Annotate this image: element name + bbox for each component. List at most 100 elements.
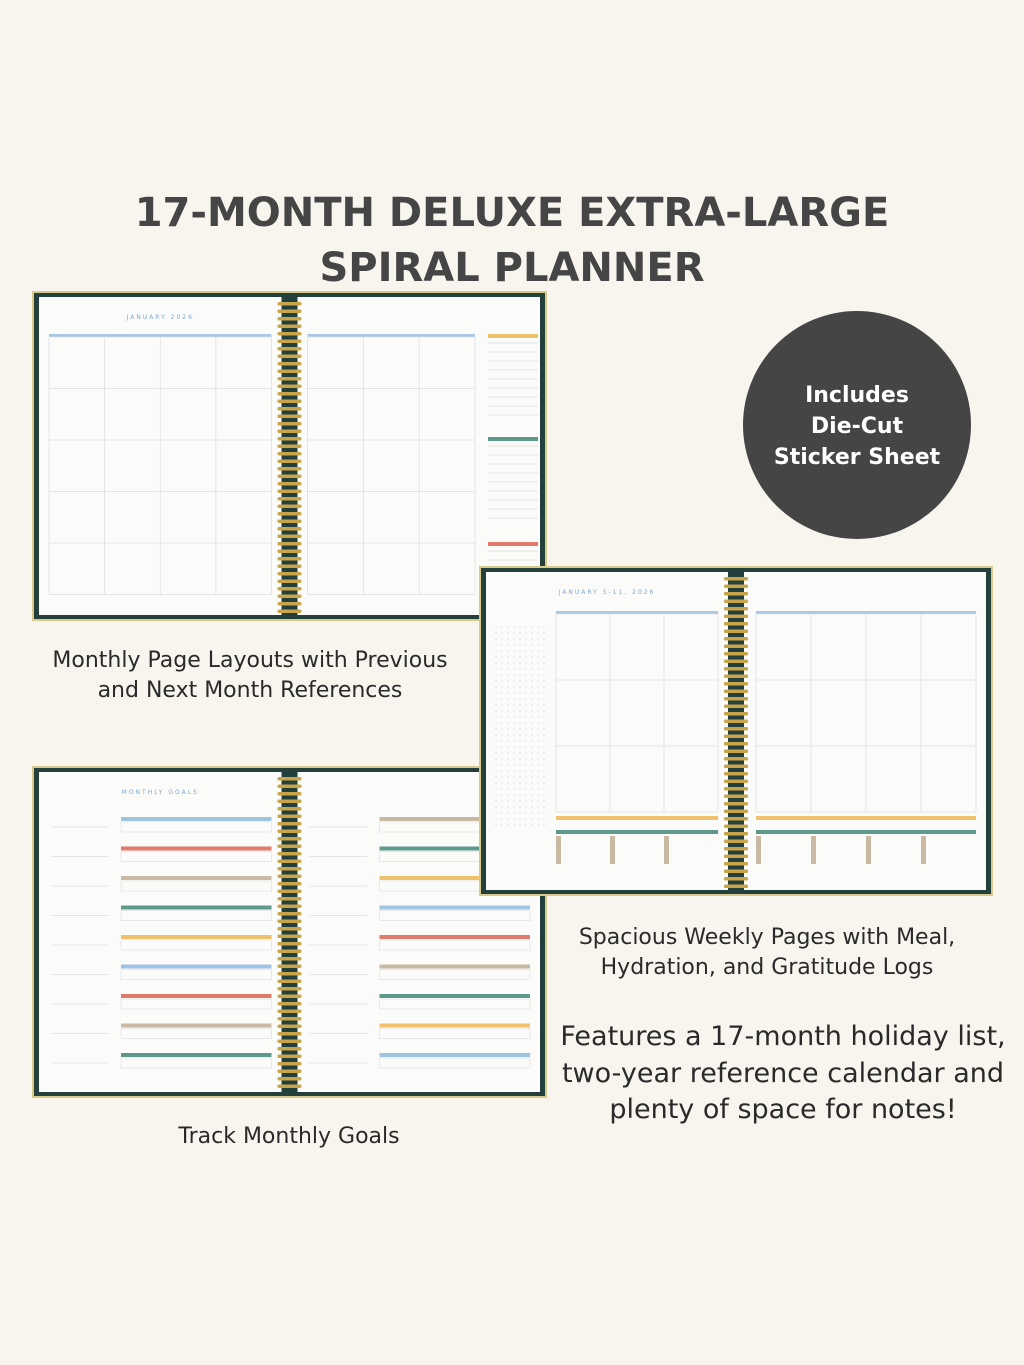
spiral-ring (277, 1047, 302, 1051)
dot-grid (513, 674, 515, 676)
dot-grid (513, 764, 515, 766)
caption: Monthly Page Layouts with Previous (52, 648, 447, 673)
spiral-ring (724, 629, 748, 633)
spiral-ring (277, 1077, 302, 1081)
dot-grid (495, 800, 497, 802)
dot-grid (531, 794, 533, 796)
spiral-ring (277, 874, 302, 878)
dot-grid (495, 818, 497, 820)
dot-grid (519, 800, 521, 802)
dot-grid (495, 794, 497, 796)
spiral-ring (724, 659, 748, 663)
dot-grid (507, 740, 509, 742)
spiral-ring (277, 309, 302, 313)
dot-grid (507, 818, 509, 820)
spiral-ring (724, 809, 748, 813)
spiral-ring (277, 904, 302, 908)
spiral-ring (277, 384, 302, 388)
spiral-ring (277, 882, 302, 886)
tracker-bar (121, 846, 272, 851)
dot-grid (519, 770, 521, 772)
dot-grid (531, 758, 533, 760)
dot-grid (501, 788, 503, 790)
dot-grid (495, 776, 497, 778)
dot-grid (513, 656, 515, 658)
dot-grid (525, 794, 527, 796)
dot-grid (525, 662, 527, 664)
feature-text: plenty of space for notes! (609, 1094, 956, 1125)
dot-grid (495, 734, 497, 736)
spiral-ring (277, 1062, 302, 1066)
dot-grid (501, 794, 503, 796)
dot-grid (531, 818, 533, 820)
dot-grid (531, 644, 533, 646)
section-bar (488, 334, 538, 338)
dot-grid (513, 788, 515, 790)
dot-grid (507, 704, 509, 706)
dot-grid (501, 746, 503, 748)
dot-grid (495, 644, 497, 646)
dot-grid (513, 662, 515, 664)
tracker-bar (379, 905, 530, 910)
spiral-ring (277, 1039, 302, 1043)
dot-grid (543, 806, 545, 808)
dot-grid (501, 758, 503, 760)
meal-tab (664, 836, 669, 864)
meal-tab (921, 836, 926, 864)
spiral-ring (277, 972, 302, 976)
dot-grid (543, 782, 545, 784)
spiral-ring (277, 867, 302, 871)
dot-grid (543, 716, 545, 718)
dot-grid (519, 686, 521, 688)
spiral-ring (277, 859, 302, 863)
spiral-ring (724, 742, 748, 746)
dot-grid (513, 740, 515, 742)
spiral-ring (724, 817, 748, 821)
dot-grid (531, 668, 533, 670)
dot-grid (531, 632, 533, 634)
spiral-ring (277, 557, 302, 561)
dot-grid (519, 788, 521, 790)
dot-grid (543, 632, 545, 634)
dot-grid (525, 710, 527, 712)
dot-grid (507, 650, 509, 652)
dot-grid (543, 818, 545, 820)
dot-grid (501, 686, 503, 688)
spiral-ring (277, 1084, 302, 1088)
dot-grid (507, 764, 509, 766)
spiral-ring (277, 354, 302, 358)
spiral-ring (277, 512, 302, 516)
dot-grid (537, 674, 539, 676)
weekday-bar (556, 611, 718, 614)
spiral-ring (724, 644, 748, 648)
planner: JANUARY 2026 (32, 291, 547, 624)
dot-grid (543, 758, 545, 760)
spiral-ring (724, 607, 748, 611)
dot-grid (537, 668, 539, 670)
dot-grid (507, 644, 509, 646)
spiral-ring (277, 912, 302, 916)
spiral-ring (277, 347, 302, 351)
dot-grid (507, 674, 509, 676)
dot-grid (495, 770, 497, 772)
spiral-ring (277, 1002, 302, 1006)
spiral-ring (277, 934, 302, 938)
dot-grid (525, 656, 527, 658)
spiral-ring (277, 792, 302, 796)
dot-grid (507, 722, 509, 724)
badge (743, 311, 971, 539)
dot-grid (495, 662, 497, 664)
dot-grid (507, 788, 509, 790)
spiral-ring (724, 599, 748, 603)
dot-grid (507, 758, 509, 760)
dot-grid (519, 680, 521, 682)
spiral-ring (724, 862, 748, 866)
spiral-ring (277, 919, 302, 923)
spiral-ring (277, 1009, 302, 1013)
dot-grid (495, 710, 497, 712)
dot-grid (537, 794, 539, 796)
dot-grid (513, 644, 515, 646)
dot-grid (507, 632, 509, 634)
spiral-ring (724, 727, 748, 731)
dot-grid (543, 740, 545, 742)
